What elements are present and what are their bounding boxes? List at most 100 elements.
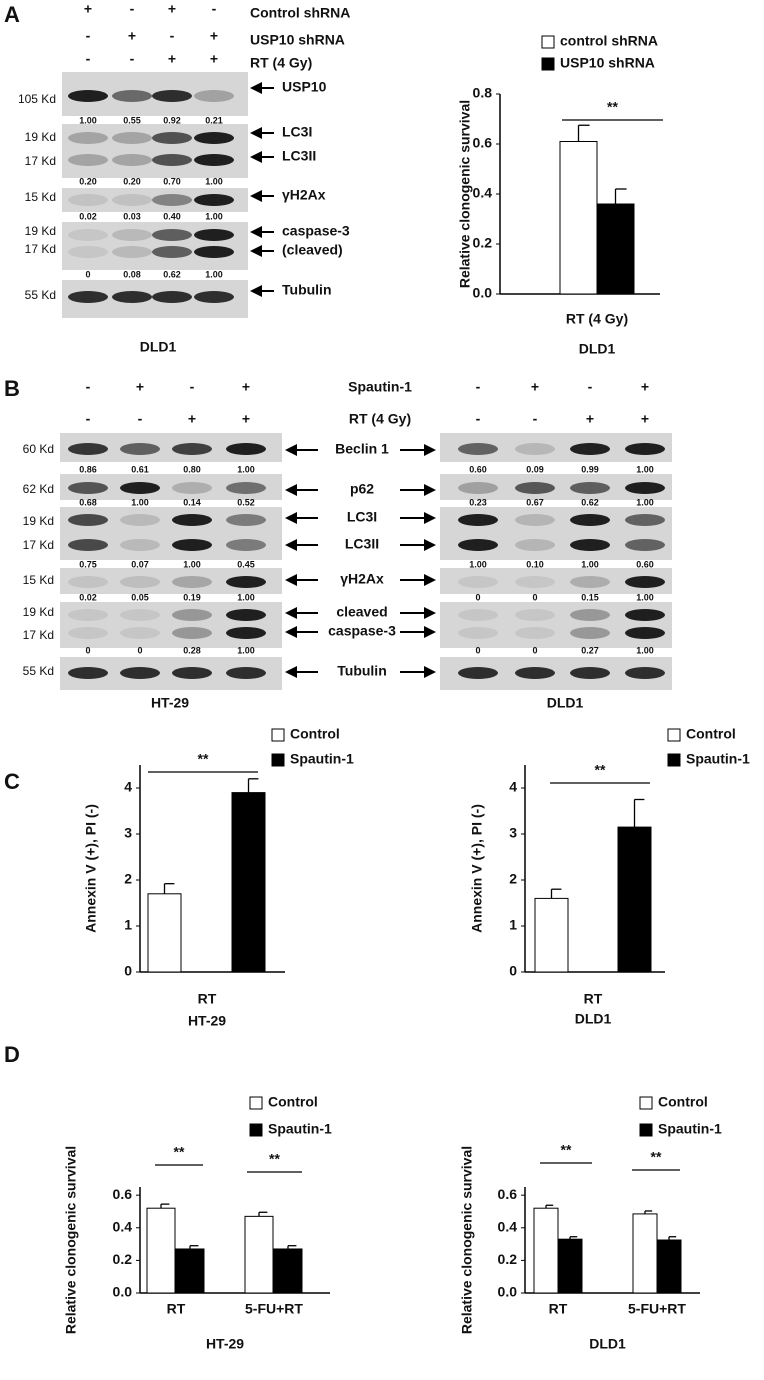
kd-label: 19 Kd [25, 130, 56, 144]
arrow-head [424, 444, 436, 456]
band-quant: 0 [85, 645, 90, 655]
treatment-sign: + [242, 379, 250, 395]
kd-label: 19 Kd [23, 605, 54, 619]
arrow-head [250, 245, 262, 257]
kd-label: 15 Kd [25, 190, 56, 204]
y-tick-label: 0 [509, 963, 517, 979]
panel-letter: C [4, 769, 20, 794]
legend-label: Spautin-1 [686, 751, 750, 767]
bar [533, 1207, 559, 1294]
legend-swatch [271, 728, 285, 742]
legend-label: Control [658, 1094, 708, 1110]
significance-label: ** [651, 1149, 662, 1165]
kd-label: 17 Kd [25, 242, 56, 256]
arrow-head [424, 574, 436, 586]
band-quant: 0.23 [469, 497, 487, 507]
band-quant: 0.09 [526, 464, 544, 474]
legend-swatch [271, 753, 285, 767]
band-label: caspase-3 [328, 623, 396, 639]
band-label: USP10 [282, 79, 327, 95]
treatment-sign: - [212, 1, 217, 17]
band [625, 576, 665, 588]
band [152, 291, 192, 303]
bar [146, 1207, 176, 1294]
legend-swatch [249, 1123, 263, 1137]
significance-label: ** [198, 751, 209, 767]
bar [231, 792, 266, 973]
significance-label: ** [269, 1151, 280, 1167]
band-label: Tubulin [282, 282, 332, 298]
cell-line: HT-29 [151, 695, 189, 711]
band [458, 443, 498, 455]
panel-letter: A [4, 2, 20, 27]
band-quant: 0.19 [183, 592, 201, 602]
treatment-sign: + [641, 379, 649, 395]
arrow-head [285, 512, 297, 524]
treatment-sign: - [86, 28, 91, 44]
bar [273, 1248, 303, 1294]
band [120, 667, 160, 679]
band-quant: 0.55 [123, 115, 141, 125]
band [68, 154, 108, 166]
band [570, 482, 610, 494]
band [515, 443, 555, 455]
band-label: LC3II [345, 536, 379, 552]
band-label: γH2Ax [340, 571, 384, 587]
band [68, 90, 108, 102]
band [226, 576, 266, 588]
legend-label: USP10 shRNA [560, 55, 655, 71]
y-tick-label: 0.0 [113, 1284, 133, 1300]
panel-letter: D [4, 1042, 20, 1067]
band [458, 667, 498, 679]
y-tick-label: 1 [509, 917, 517, 933]
y-tick-label: 0.8 [473, 85, 493, 101]
bar [559, 141, 598, 295]
band [120, 514, 160, 526]
band [515, 514, 555, 526]
band-quant: 0.05 [131, 592, 149, 602]
band-label: LC3II [282, 148, 316, 164]
y-tick-label: 1 [124, 917, 132, 933]
treatment-sign: + [531, 379, 539, 395]
kd-label: 105 Kd [18, 92, 56, 106]
x-axis-label: DLD1 [589, 1336, 626, 1352]
band [458, 609, 498, 621]
y-tick-label: 0.2 [473, 235, 493, 251]
legend-label: Spautin-1 [658, 1121, 722, 1137]
band [515, 609, 555, 621]
y-tick-label: 3 [509, 825, 517, 841]
kd-label: 17 Kd [25, 154, 56, 168]
arrow-head [285, 539, 297, 551]
band [625, 443, 665, 455]
band-quant: 0.27 [581, 645, 599, 655]
y-axis-label: Annexin V (+), PI (-) [469, 804, 485, 933]
band-quant: 0.86 [79, 464, 97, 474]
x-tick-label: 5-FU+RT [628, 1301, 686, 1317]
y-tick-label: 0.0 [498, 1284, 518, 1300]
bar [656, 1239, 682, 1294]
bar [175, 1248, 205, 1294]
arrow-head [424, 512, 436, 524]
band-quant: 1.00 [636, 464, 654, 474]
band [68, 609, 108, 621]
band-quant: 0.80 [183, 464, 201, 474]
y-axis-label: Annexin V (+), PI (-) [83, 804, 99, 933]
x-tick-label: RT [584, 991, 603, 1007]
band-label: LC3I [347, 509, 377, 525]
band [120, 443, 160, 455]
y-tick-label: 2 [509, 871, 517, 887]
band [458, 627, 498, 639]
arrow-head [250, 127, 262, 139]
band [172, 539, 212, 551]
y-tick-label: 0.6 [473, 135, 493, 151]
band [625, 609, 665, 621]
band [458, 514, 498, 526]
treatment-name: RT (4 Gy) [250, 55, 312, 71]
band [515, 576, 555, 588]
x-tick-label: RT [167, 1301, 186, 1317]
band [152, 194, 192, 206]
treatment-name: USP10 shRNA [250, 32, 345, 48]
band [625, 514, 665, 526]
band [68, 246, 108, 258]
band [172, 482, 212, 494]
